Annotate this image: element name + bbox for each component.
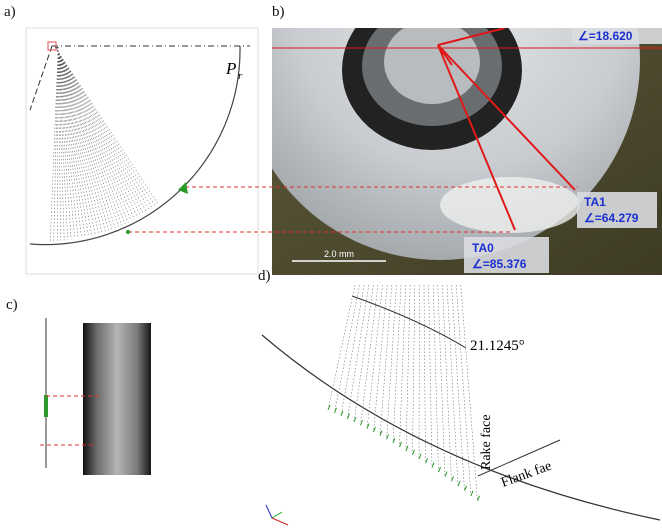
plane-subscript: r: [238, 70, 243, 82]
ta1-angle: ∠=64.279: [584, 211, 639, 225]
contact-tick: [432, 463, 434, 468]
panel-a: a) P r: [4, 4, 258, 274]
contact-tick: [439, 467, 441, 472]
contact-tick: [452, 476, 454, 481]
tool-arc: [262, 335, 660, 520]
panel-label: a): [4, 4, 16, 20]
projection-line: [387, 285, 397, 439]
projection-line: [328, 285, 355, 410]
angle-arc: [352, 296, 466, 348]
contact-mark: [44, 395, 48, 417]
panel-label: c): [6, 297, 18, 313]
projection-line: [361, 285, 379, 425]
figure: a) P r ∠=18.620 TA1 ∠=64.279 TA0 ∠=85.: [0, 0, 662, 529]
panel-label: b): [272, 4, 285, 20]
contact-tick: [335, 408, 337, 413]
angle-value: 21.1245°: [470, 338, 525, 354]
plane-symbol: P: [225, 59, 236, 78]
projection-line: [341, 285, 364, 416]
contact-tick: [478, 496, 480, 501]
projection-line: [433, 285, 438, 472]
angle-label: ∠=18.620: [578, 29, 633, 43]
contact-tick: [458, 481, 460, 486]
screw: [384, 20, 480, 104]
ta1-name: TA1: [584, 195, 606, 209]
contact-tick: [354, 417, 356, 422]
ta0-angle: ∠=85.376: [472, 257, 527, 271]
panel-label: d): [258, 268, 271, 284]
ta0-name: TA0: [472, 241, 494, 255]
projection-line: [406, 285, 410, 451]
rake-face: Rake face: [479, 414, 494, 470]
contact-tick: [419, 454, 421, 459]
contact-tick: [374, 427, 376, 432]
projection-line: [452, 285, 465, 491]
wear-zone: [440, 177, 580, 233]
panel-d: d) 21.1245° Rake face Flank fae: [258, 268, 660, 525]
projection-line: [400, 285, 406, 447]
axes-triad: [266, 505, 288, 525]
projection-line: [461, 285, 478, 501]
scale-label: 2.0 mm: [324, 249, 354, 259]
projection-line: [393, 285, 401, 443]
panel-c: c): [6, 297, 151, 475]
contact-tick: [380, 431, 382, 436]
contact-tick: [387, 434, 389, 439]
panel-b: ∠=18.620 TA1 ∠=64.279 TA0 ∠=85.376 2.0 m…: [240, 0, 662, 275]
projection-line: [424, 285, 426, 463]
projection-line: [367, 285, 383, 429]
projection-line: [335, 285, 360, 413]
contact-mark: [126, 230, 130, 234]
projection-line: [354, 285, 373, 422]
contact-tick: [465, 486, 467, 491]
projection-line: [413, 285, 415, 455]
projection-line: [429, 285, 432, 468]
contact-tick: [445, 472, 447, 477]
contact-tick: [426, 458, 428, 463]
contact-tick: [471, 491, 473, 496]
projection-line: [348, 285, 369, 419]
contact-tick: [393, 438, 395, 443]
photo: [83, 323, 151, 475]
